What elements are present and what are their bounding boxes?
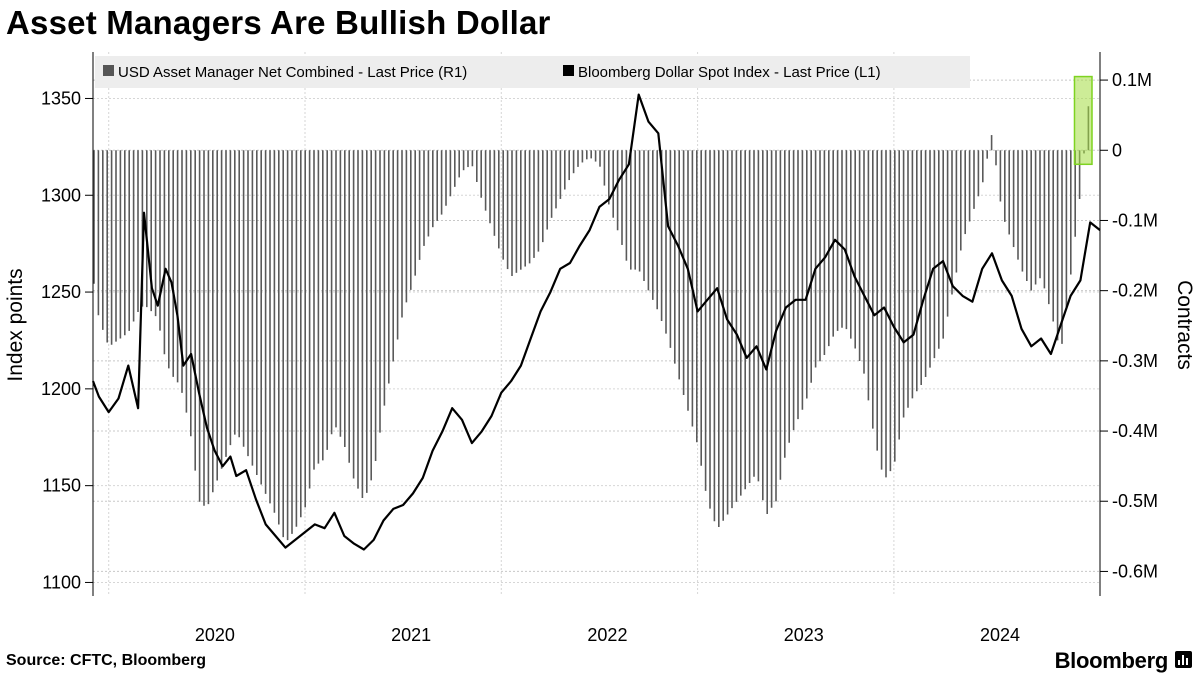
x-tick-label: 2021 [391, 625, 431, 645]
left-tick-label: 1150 [42, 476, 81, 496]
left-tick-label: 1100 [42, 572, 81, 592]
right-tick-label: -0.1M [1112, 210, 1158, 230]
x-tick-label: 2022 [587, 625, 627, 645]
legend-label-bars: USD Asset Manager Net Combined - Last Pr… [118, 64, 467, 81]
right-tick-label: -0.5M [1112, 491, 1158, 511]
legend-swatch-line [563, 65, 574, 76]
legend-label-line: Bloomberg Dollar Spot Index - Last Price… [578, 64, 881, 81]
right-axis-title: Contracts [1173, 280, 1196, 370]
x-tick-label: 2020 [195, 625, 235, 645]
right-tick-label: -0.2M [1112, 281, 1158, 301]
legend-box [95, 56, 970, 88]
left-axis-title: Index points [4, 268, 27, 381]
bloomberg-logo: Bloomberg [1054, 648, 1169, 673]
right-tick-label: 0 [1112, 140, 1122, 160]
source-note: Source: CFTC, Bloomberg [6, 652, 207, 669]
left-tick-label: 1350 [41, 88, 81, 108]
left-tick-label: 1200 [41, 379, 81, 399]
left-tick-label: 1250 [41, 282, 81, 302]
series-line-dollar-index [91, 93, 1101, 551]
right-tick-label: -0.6M [1112, 561, 1158, 581]
bloomberg-chart-icon [1175, 651, 1192, 668]
right-tick-label: -0.3M [1112, 351, 1158, 371]
chart-title: Asset Managers Are Bullish Dollar [6, 4, 551, 41]
right-tick-label: -0.4M [1112, 421, 1158, 441]
right-tick-label: 0.1M [1112, 70, 1152, 90]
legend-swatch-bars [103, 65, 114, 76]
highlight-box [1073, 75, 1093, 166]
left-tick-label: 1300 [41, 185, 81, 205]
x-tick-label: 2024 [980, 625, 1020, 645]
x-tick-label: 2023 [784, 625, 824, 645]
